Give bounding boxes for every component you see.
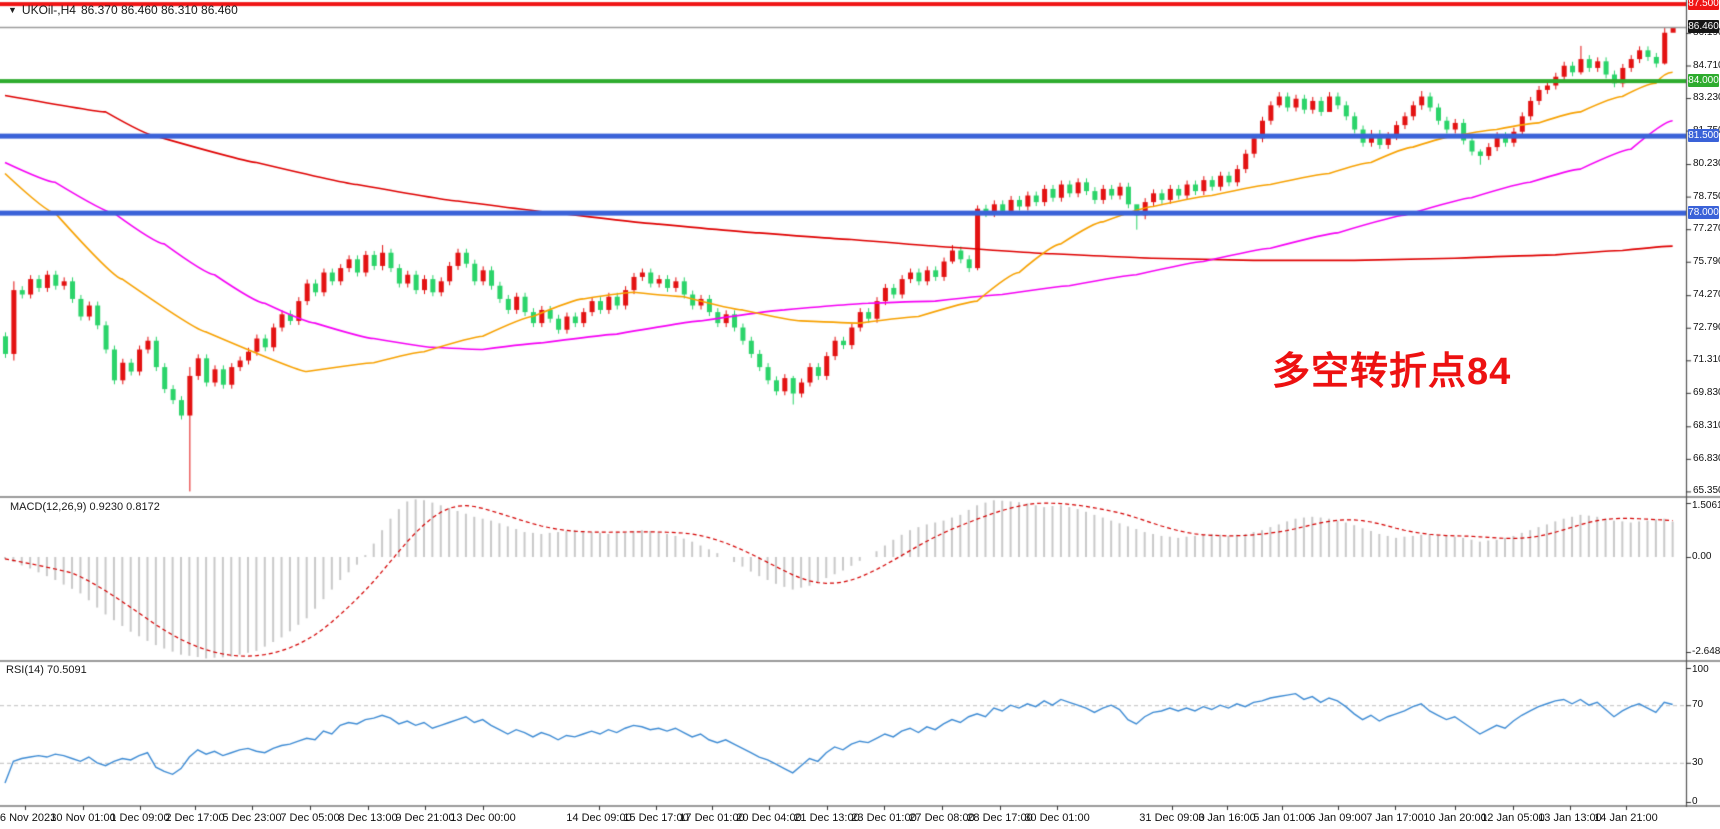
rsi-axis-label: 30 [1692,756,1704,768]
price-tick-label: 65.350 [1693,485,1720,497]
time-axis-label: 5 Dec 23:00 [222,812,282,824]
price-level-tag: 81.500 [1688,129,1719,143]
time-axis-label: 9 Dec 21:00 [395,812,455,824]
symbol-timeframe-label: UKOil-,H4 [21,3,76,17]
rsi-axis-label: 70 [1692,699,1704,711]
price-level-tag: 78.000 [1688,206,1719,220]
time-axis-label: 1 Dec 09:00 [110,812,170,824]
price-tick-label: 72.790 [1693,321,1720,333]
time-axis-label: 10 Jan 20:00 [1423,812,1487,824]
price-tick-label: 80.230 [1693,158,1720,170]
time-axis-label: 30 Nov 01:00 [50,812,116,824]
time-axis-label: 3 Jan 16:00 [1198,812,1256,824]
time-axis-label: 15 Dec 17:00 [623,812,689,824]
price-tick-label: 74.270 [1693,289,1720,301]
time-axis-label: 30 Dec 01:00 [1024,812,1090,824]
time-axis-label: 20 Dec 04:00 [736,812,802,824]
ohlc-readout: 86.370 86.460 86.310 86.460 [80,3,238,17]
time-axis-label: 8 Dec 13:00 [338,812,398,824]
macd-axis-label: 1.5061 [1692,500,1720,511]
time-axis-label: 7 Jan 17:00 [1366,812,1424,824]
time-axis-label: 2 Dec 17:00 [165,812,225,824]
price-tick-label: 75.790 [1693,255,1720,267]
time-axis-label: 28 Dec 17:00 [967,812,1033,824]
price-level-tag: 87.500 [1688,0,1719,11]
price-tick-label: 84.710 [1693,59,1720,71]
price-tick-label: 69.830 [1693,386,1720,398]
price-level-tag: 86.460 [1688,20,1719,33]
time-axis-label: 7 Dec 05:00 [280,812,340,824]
chevron-down-icon[interactable]: ▼ [8,5,17,15]
price-tick-label: 66.830 [1693,452,1720,464]
price-tick-label: 77.270 [1693,223,1720,235]
price-tick-label: 83.230 [1693,92,1720,104]
price-tick-label: 78.750 [1693,190,1720,202]
chart-header: ▼ UKOil-,H4 86.370 86.460 86.310 86.460 [8,3,238,17]
macd-axis-label: 0.00 [1692,551,1712,562]
time-axis-label: 6 Jan 09:00 [1309,812,1367,824]
annotation-text: 多空转折点84 [1272,351,1512,393]
time-axis-label: 14 Jan 21:00 [1594,812,1658,824]
time-axis-label: 31 Dec 09:00 [1139,812,1205,824]
time-axis-label: 27 Dec 08:00 [909,812,975,824]
time-axis-label: 23 Dec 01:00 [851,812,917,824]
time-axis-label: 12 Jan 05:00 [1481,812,1545,824]
time-axis-label: 14 Dec 09:00 [566,812,632,824]
rsi-indicator-label: RSI(14) 70.5091 [6,664,87,676]
time-axis-label: 21 Dec 13:00 [794,812,860,824]
time-axis-label: 17 Dec 01:00 [679,812,745,824]
time-axis-label: 5 Jan 01:00 [1253,812,1311,824]
rsi-axis-label: 0 [1692,796,1698,807]
time-axis-label: 26 Nov 2021 [0,812,57,824]
rsi-axis-label: 100 [1692,664,1709,675]
macd-axis-label: -2.6487 [1692,646,1720,657]
time-axis-label: 13 Dec 00:00 [450,812,516,824]
price-tick-label: 71.310 [1693,354,1720,366]
price-level-tag: 84.000 [1688,74,1719,88]
macd-indicator-label: MACD(12,26,9) 0.9230 0.8172 [10,501,160,513]
time-axis-label: 13 Jan 13:00 [1538,812,1602,824]
price-tick-label: 68.310 [1693,420,1720,432]
